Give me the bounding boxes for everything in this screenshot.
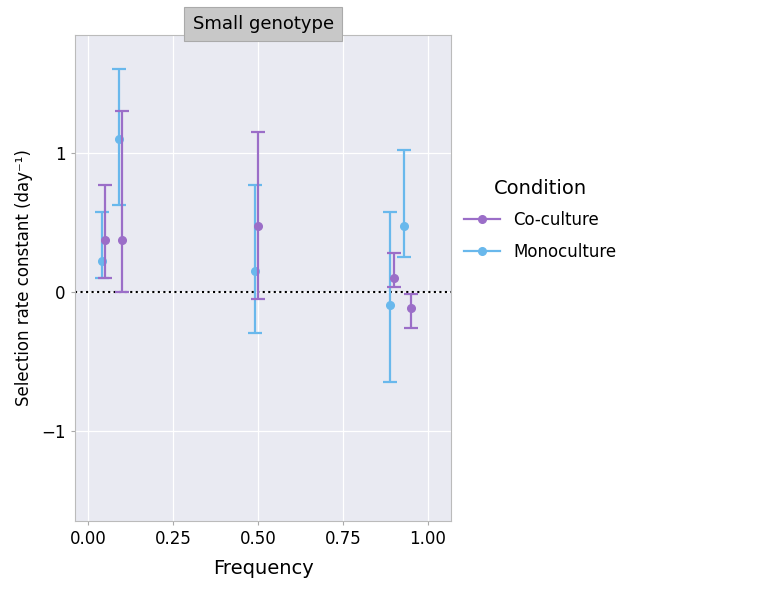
- Y-axis label: Selection rate constant (day⁻¹): Selection rate constant (day⁻¹): [15, 149, 33, 406]
- Title: Small genotype: Small genotype: [192, 15, 334, 33]
- Legend: Co-culture, Monoculture: Co-culture, Monoculture: [464, 179, 617, 261]
- X-axis label: Frequency: Frequency: [213, 559, 314, 578]
